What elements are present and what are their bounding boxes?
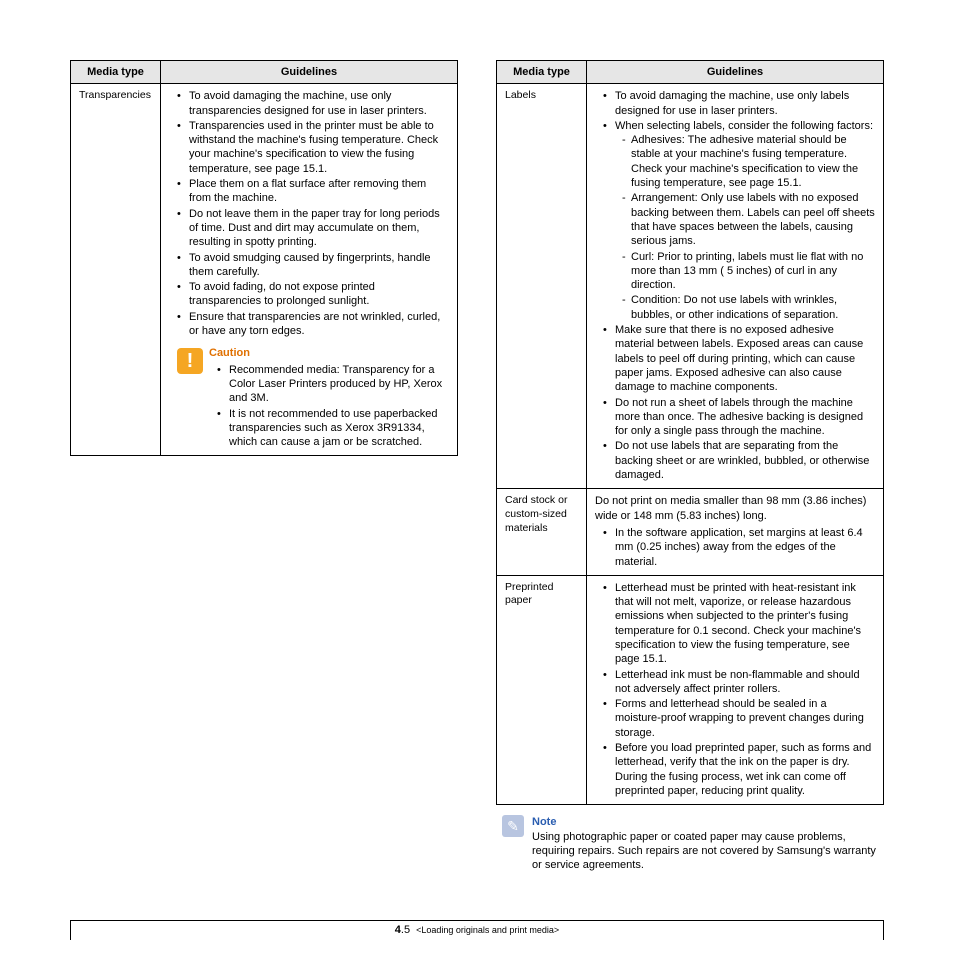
list-item: Forms and letterhead should be sealed in… bbox=[607, 697, 875, 740]
transparencies-table: Media type Guidelines Transparencies To … bbox=[70, 60, 458, 456]
table-row: Card stock or custom-sized materials Do … bbox=[497, 489, 884, 575]
note-icon: ✎ bbox=[502, 815, 524, 837]
guidelines-cell: To avoid damaging the machine, use only … bbox=[161, 84, 458, 456]
list-item: Condition: Do not use labels with wrinkl… bbox=[623, 293, 875, 322]
guidelines-list: In the software application, set margins… bbox=[595, 526, 875, 569]
col-header-guidelines: Guidelines bbox=[587, 61, 884, 84]
list-item: To avoid damaging the machine, use only … bbox=[607, 89, 875, 118]
list-item: Do not use labels that are separating fr… bbox=[607, 439, 875, 482]
col-header-media-type: Media type bbox=[497, 61, 587, 84]
section-title: <Loading originals and print media> bbox=[416, 925, 559, 935]
caution-box: ! Caution Recommended media: Transparenc… bbox=[169, 346, 449, 450]
caution-title: Caution bbox=[209, 346, 449, 360]
col-header-guidelines: Guidelines bbox=[161, 61, 458, 84]
caution-list: Recommended media: Transparency for a Co… bbox=[209, 363, 449, 450]
sub-list: Adhesives: The adhesive material should … bbox=[615, 133, 875, 322]
list-item: Place them on a flat surface after remov… bbox=[181, 177, 449, 206]
media-type-cell: Preprinted paper bbox=[497, 575, 587, 804]
note-body: Note Using photographic paper or coated … bbox=[532, 815, 884, 872]
guidelines-list: To avoid damaging the machine, use only … bbox=[169, 89, 449, 338]
list-item: Recommended media: Transparency for a Co… bbox=[221, 363, 449, 406]
right-column: Media type Guidelines Labels To avoid da… bbox=[496, 60, 884, 872]
list-item: To avoid fading, do not expose printed t… bbox=[181, 280, 449, 309]
guidelines-cell: Letterhead must be printed with heat-res… bbox=[587, 575, 884, 804]
note-text: Using photographic paper or coated paper… bbox=[532, 830, 884, 873]
list-item: Do not leave them in the paper tray for … bbox=[181, 207, 449, 250]
guidelines-list: To avoid damaging the machine, use only … bbox=[595, 89, 875, 482]
list-item: Arrangement: Only use labels with no exp… bbox=[623, 191, 875, 248]
page-minor: .5 bbox=[401, 924, 410, 936]
intro-text: Do not print on media smaller than 98 mm… bbox=[595, 494, 875, 523]
guidelines-cell: Do not print on media smaller than 98 mm… bbox=[587, 489, 884, 575]
col-header-media-type: Media type bbox=[71, 61, 161, 84]
note-title: Note bbox=[532, 815, 884, 829]
caution-icon: ! bbox=[177, 348, 203, 374]
media-type-cell: Labels bbox=[497, 84, 587, 489]
list-item: Adhesives: The adhesive material should … bbox=[623, 133, 875, 190]
list-item: Do not run a sheet of labels through the… bbox=[607, 396, 875, 439]
table-row: Labels To avoid damaging the machine, us… bbox=[497, 84, 884, 489]
page-footer: 4.5 <Loading originals and print media> bbox=[70, 920, 884, 940]
list-item: To avoid smudging caused by fingerprints… bbox=[181, 251, 449, 280]
list-item: Ensure that transparencies are not wrink… bbox=[181, 310, 449, 339]
list-item: Make sure that there is no exposed adhes… bbox=[607, 323, 875, 394]
note-box: ✎ Note Using photographic paper or coate… bbox=[496, 815, 884, 872]
caution-body: Caution Recommended media: Transparency … bbox=[209, 346, 449, 450]
media-type-cell: Transparencies bbox=[71, 84, 161, 456]
left-column: Media type Guidelines Transparencies To … bbox=[70, 60, 458, 872]
media-type-cell: Card stock or custom-sized materials bbox=[497, 489, 587, 575]
list-item: Letterhead ink must be non-flammable and… bbox=[607, 668, 875, 697]
list-item: It is not recommended to use paperbacked… bbox=[221, 407, 449, 450]
list-item: In the software application, set margins… bbox=[607, 526, 875, 569]
list-item: To avoid damaging the machine, use only … bbox=[181, 89, 449, 118]
footer-inner: 4.5 <Loading originals and print media> bbox=[70, 920, 884, 940]
list-item: Before you load preprinted paper, such a… bbox=[607, 741, 875, 798]
guidelines-list: Letterhead must be printed with heat-res… bbox=[595, 581, 875, 798]
table-row: Transparencies To avoid damaging the mac… bbox=[71, 84, 458, 456]
list-item: Letterhead must be printed with heat-res… bbox=[607, 581, 875, 667]
list-item: When selecting labels, consider the foll… bbox=[607, 119, 875, 322]
page-number: 4.5 bbox=[395, 924, 410, 936]
list-item-text: When selecting labels, consider the foll… bbox=[615, 120, 873, 132]
right-table: Media type Guidelines Labels To avoid da… bbox=[496, 60, 884, 805]
list-item: Transparencies used in the printer must … bbox=[181, 119, 449, 176]
guidelines-cell: To avoid damaging the machine, use only … bbox=[587, 84, 884, 489]
list-item: Curl: Prior to printing, labels must lie… bbox=[623, 250, 875, 293]
page-content: Media type Guidelines Transparencies To … bbox=[0, 0, 954, 872]
table-row: Preprinted paper Letterhead must be prin… bbox=[497, 575, 884, 804]
